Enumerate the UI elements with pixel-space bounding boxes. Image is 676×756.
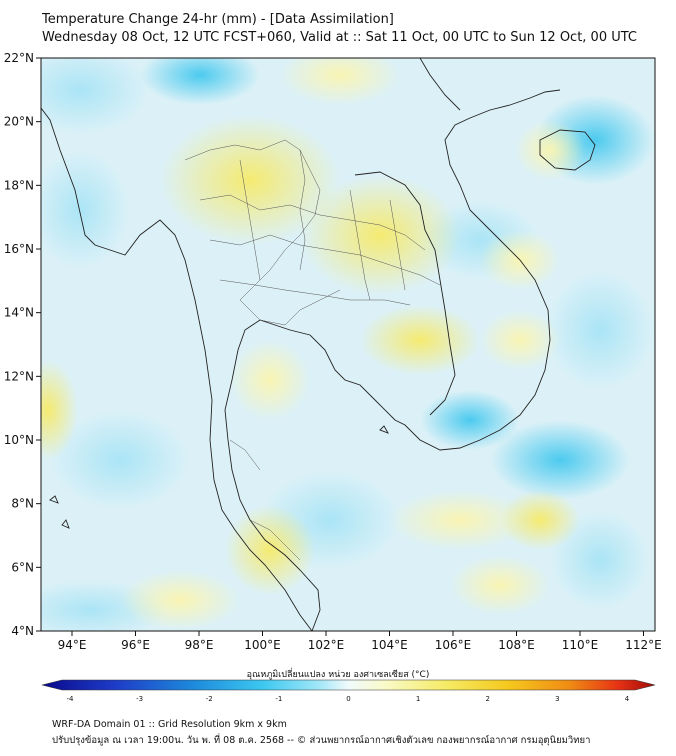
lat-label: 18°N (4, 178, 34, 192)
lon-label: 94°E (58, 638, 87, 652)
map-frame (40, 57, 656, 632)
colorbar-tick-label: -3 (136, 695, 143, 703)
latitude-axis: 22°N 20°N 18°N 16°N 14°N 12°N 10°N 8°N 6°N 4°N (4, 51, 41, 638)
colorbar-tick-label: 3 (555, 695, 559, 703)
lat-label: 12°N (4, 369, 34, 383)
lon-label: 106°E (435, 638, 472, 652)
lat-label: 16°N (4, 242, 34, 256)
lon-label: 102°E (308, 638, 345, 652)
lon-label: 96°E (121, 638, 150, 652)
lon-label: 112°E (625, 638, 662, 652)
lon-label: 110°E (562, 638, 599, 652)
lat-label: 8°N (11, 497, 34, 511)
colorbar-title: อุณหภูมิเปลี่ยนแปลง หน่วย องศาเซลเซียส (… (246, 670, 430, 680)
colorbar-tick-label: 2 (486, 695, 490, 703)
map-title: Temperature Change 24-hr (mm) - [Data As… (42, 12, 394, 27)
colorbar-tick-label: -1 (275, 695, 282, 703)
colorbar-tick-label: -4 (67, 695, 75, 703)
lat-label: 14°N (4, 306, 34, 320)
lat-label: 4°N (11, 624, 34, 638)
lon-label: 104°E (371, 638, 408, 652)
colorbar: -4 -3 -2 -1 0 1 2 3 4 (41, 679, 656, 703)
coastlines (41, 58, 596, 631)
footer-credit: ปรับปรุงข้อมูล ณ เวลา 19:00น. วัน พ. ที่… (52, 735, 591, 746)
map-subtitle: Wednesday 08 Oct, 12 UTC FCST+060, Valid… (42, 30, 638, 45)
colorbar-tick-label: 0 (346, 695, 350, 703)
lon-label: 108°E (498, 638, 535, 652)
colorbar-tick-label: 1 (416, 695, 420, 703)
longitude-axis: 94°E 96°E 98°E 100°E 102°E 104°E 106°E 108°E 110… (58, 631, 662, 652)
lat-label: 10°N (4, 433, 34, 447)
lon-label: 100°E (244, 638, 281, 652)
lon-label: 98°E (185, 638, 214, 652)
lat-label: 20°N (4, 115, 34, 129)
colorbar-tick-label: 4 (625, 695, 630, 703)
temperature-field (41, 58, 655, 631)
footer-model-info: WRF-DA Domain 01 :: Grid Resolution 9km … (52, 719, 287, 730)
provincial-borders (184, 139, 441, 561)
colorbar-tick-label: -2 (206, 695, 213, 703)
lat-label: 6°N (11, 560, 34, 574)
lat-label: 22°N (4, 51, 34, 65)
